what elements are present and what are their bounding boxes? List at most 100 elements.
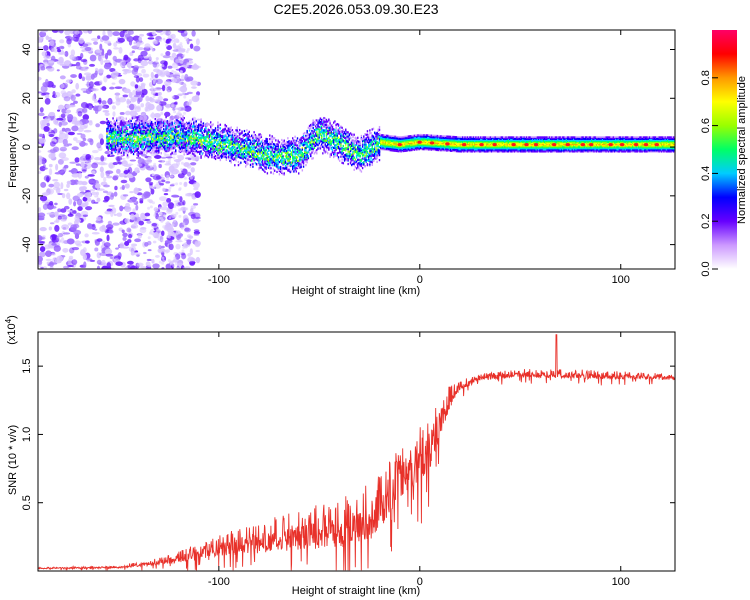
spectrogram-cell	[169, 137, 171, 140]
spectrogram-cell	[181, 120, 183, 123]
spectrogram-cell	[120, 154, 123, 157]
spectrogram-cell	[164, 122, 166, 125]
spectrogram-cell	[119, 148, 121, 151]
spectrogram-cell	[311, 134, 313, 137]
spectrogram-cell	[131, 125, 134, 128]
spectrogram-cell	[214, 157, 217, 161]
spectrogram-cell	[60, 113, 66, 118]
spectrogram-cell	[129, 103, 135, 111]
spectrogram-cell	[291, 167, 294, 170]
spectrogram-cell	[69, 161, 77, 164]
spectrogram-cell	[318, 140, 320, 143]
spectrogram-cell	[71, 146, 79, 151]
spectrogram-cell	[132, 127, 135, 130]
spectrogram-cell	[285, 140, 288, 144]
spectrogram-cell	[273, 161, 276, 164]
spectrogram-cell	[246, 147, 248, 150]
spectrogram-cell	[126, 126, 129, 129]
spectrogram-cell	[203, 155, 206, 158]
spectrogram-cell	[141, 122, 143, 126]
spectrogram-cell	[287, 155, 289, 158]
spectrogram-cell	[39, 107, 44, 113]
spectrogram-cell	[202, 141, 205, 144]
spectrogram-cell	[191, 142, 194, 145]
spectrogram-cell	[331, 135, 334, 139]
spectrogram-cell	[288, 168, 290, 171]
spectrogram-cell	[275, 153, 277, 157]
spectrogram-cell	[128, 138, 130, 141]
spectrogram-cell	[290, 154, 293, 157]
spectrogram-cell	[125, 149, 128, 152]
spectrogram-cell	[130, 213, 135, 221]
spectrogram-cell	[288, 144, 290, 147]
spectrogram-cell	[258, 161, 260, 164]
spectrogram-cell	[110, 192, 115, 198]
spectrogram-cell	[306, 134, 308, 137]
spectrogram-cell	[217, 121, 219, 124]
spectrogram-cell	[328, 130, 330, 133]
spectrogram-cell	[61, 127, 66, 132]
spectrogram-cell	[135, 143, 137, 146]
spectrogram-cell	[120, 138, 123, 141]
spectrogram-cell	[325, 150, 328, 153]
spectrogram-cell	[182, 222, 186, 226]
spectrogram-cell	[111, 70, 119, 78]
spectrogram-cell	[219, 140, 222, 143]
spectrogram-cell	[271, 149, 273, 152]
spectrogram-cell	[91, 170, 96, 175]
spectrogram-cell	[213, 156, 216, 159]
spectrogram-cell	[279, 167, 282, 171]
spectrogram-cell	[166, 177, 170, 181]
spectrogram-cell	[242, 139, 244, 142]
spectrogram-cell	[305, 160, 307, 163]
spectrogram-cell	[183, 225, 187, 229]
spectrogram-cell	[172, 156, 176, 160]
spectrogram-cell	[141, 116, 143, 120]
spectrogram-cell	[160, 206, 168, 211]
spectrogram-cell	[145, 158, 153, 164]
spectrogram-cell	[235, 132, 237, 136]
spectrogram-cell	[138, 138, 141, 141]
spectrogram-cell	[152, 149, 154, 152]
spectrogram-cell	[249, 139, 252, 142]
spectrogram-cell	[206, 131, 208, 134]
spectrogram-cell	[75, 93, 81, 97]
spectrogram-cell	[312, 138, 314, 141]
spectrogram-cell	[276, 158, 278, 162]
spectrogram-cell	[300, 141, 302, 145]
spectrogram-cell	[49, 266, 54, 269]
spectrogram-cell	[162, 143, 165, 146]
spectrogram-cell	[264, 147, 266, 150]
spectrogram-cell	[220, 144, 223, 148]
spectrogram-cell	[130, 132, 132, 136]
spectrogram-cell	[231, 146, 234, 149]
spectrogram-cell	[299, 162, 301, 166]
spectrogram-cell	[270, 167, 272, 170]
spectrogram-cell	[194, 216, 201, 220]
spectrogram-cell	[148, 132, 150, 135]
spectrogram-cell	[118, 137, 120, 140]
spectrogram-cell	[255, 157, 258, 161]
spectrogram-cell	[155, 235, 159, 239]
spectrogram-cell	[167, 65, 173, 69]
spectrogram-cell	[153, 112, 161, 118]
spectrogram-cell	[179, 118, 182, 122]
spectrogram-cell	[170, 140, 172, 143]
spectrogram-cell	[115, 128, 118, 131]
spectrogram-cell	[103, 63, 112, 70]
spectrogram-cell	[313, 129, 316, 133]
spectrogram-cell	[238, 128, 241, 132]
spectrogram-cell	[93, 105, 98, 111]
spectrogram-cell	[117, 144, 119, 148]
spectrogram-cell	[112, 129, 114, 132]
spectrogram-cell	[108, 122, 111, 125]
spectrogram-cell	[149, 140, 152, 143]
spectrogram-cell	[249, 142, 252, 146]
spectrogram-cell	[202, 134, 205, 137]
spectrogram-cell	[212, 149, 214, 152]
spectrogram-cell	[237, 141, 240, 144]
spectrogram-cell	[125, 117, 128, 120]
spectrogram-cell	[149, 77, 153, 81]
spectrogram-cell	[294, 150, 296, 153]
spectrogram-cell	[161, 141, 164, 144]
